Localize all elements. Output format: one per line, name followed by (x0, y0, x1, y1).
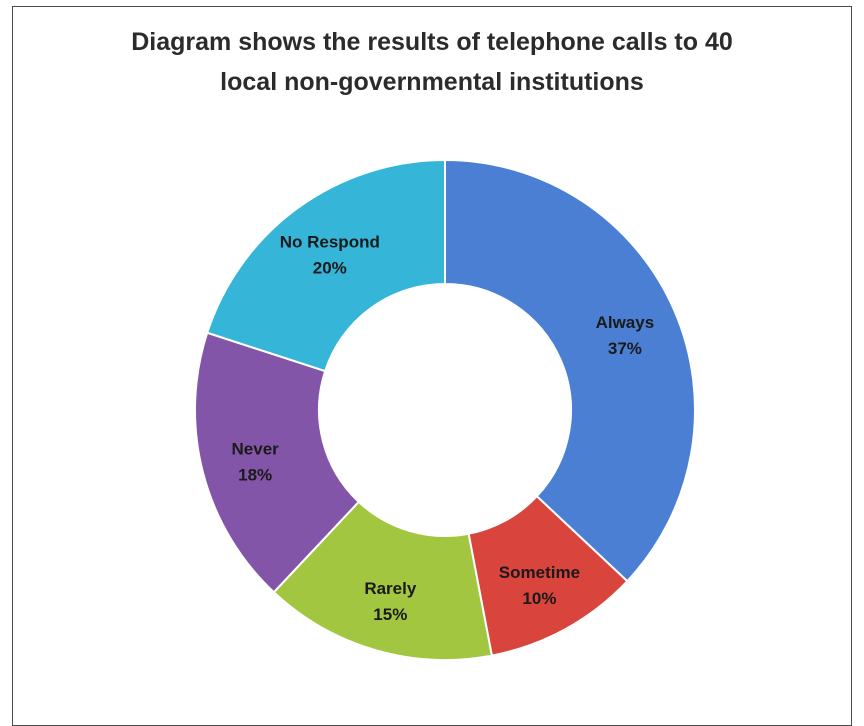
slice-no-respond (205, 158, 446, 373)
slice-always (444, 158, 696, 583)
slice-label-sometime: Sometime 10% (499, 563, 580, 608)
chart-title: Diagram shows the results of telephone c… (12, 22, 852, 102)
slice-label-never: Never 18% (232, 440, 280, 485)
slice-label-rarely: Rarely 15% (364, 579, 417, 624)
donut-labels: Always 37% Sometime 10% Rarely 15% Never 18% No … (232, 232, 655, 624)
donut-chart: Always 37% Sometime 10% Rarely 15% Never 18% No … (194, 158, 696, 661)
slice-never (194, 331, 361, 594)
chart-title-line-2: local non-governmental institutions (220, 68, 644, 96)
slice-label-always: Always 37% (596, 313, 655, 358)
donut-slices (194, 158, 696, 661)
chart-title-line-1: Diagram shows the results of telephone c… (131, 28, 733, 56)
slice-label-no-respond: No Respond 20% (280, 232, 380, 277)
slice-rarely (272, 500, 494, 661)
